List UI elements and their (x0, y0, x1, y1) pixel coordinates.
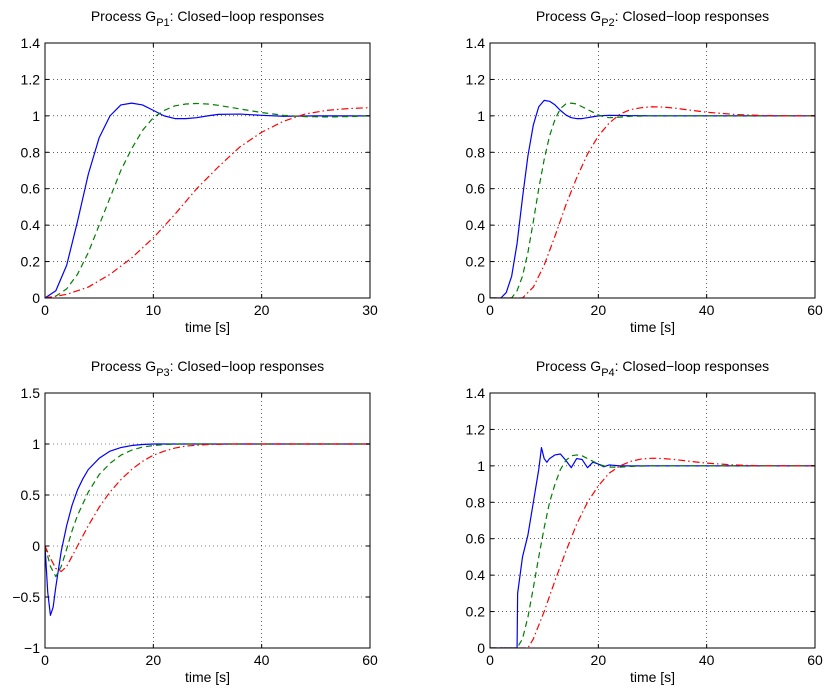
series-line-solid (490, 99, 815, 298)
chart-title: Process GP2: Closed−loop responses (536, 8, 769, 29)
x-tick-label: 20 (146, 652, 162, 668)
series-line-dashdot (490, 457, 815, 648)
y-tick-label: 1 (32, 436, 40, 452)
chart-title: Process GP1: Closed−loop responses (91, 8, 324, 29)
y-tick-label: 0 (32, 538, 40, 554)
x-axis-label: time [s] (630, 669, 675, 685)
y-tick-label: 0 (477, 640, 485, 656)
y-tick-label: 1.4 (466, 385, 486, 401)
plot-area (490, 43, 815, 298)
series-group (45, 102, 370, 298)
y-tick-label: 1 (477, 108, 485, 124)
y-tick-label: 0.4 (21, 217, 41, 233)
x-tick-label: 60 (807, 652, 823, 668)
x-tick-label: 10 (146, 302, 162, 318)
y-tick-label: 0.8 (466, 144, 486, 160)
series-line-dashed (490, 454, 815, 648)
plot-area (45, 393, 370, 648)
x-tick-label: 60 (807, 302, 823, 318)
y-tick-label: 0.8 (21, 144, 41, 160)
y-tick-label: 1.2 (466, 421, 486, 437)
y-tick-label: 0 (477, 290, 485, 306)
chart-title: Process GP4: Closed−loop responses (536, 358, 769, 379)
subplot-gp3: 0 20 40 60 −1 −0.5 0 0.5 1 1.5 time [s] Process GP3… (12, 358, 378, 685)
y-tick-label: 0.4 (466, 567, 486, 583)
series-group (45, 443, 370, 616)
x-tick-label: 0 (41, 302, 49, 318)
y-tick-label: 1.2 (21, 71, 41, 87)
x-tick-label: 20 (591, 652, 607, 668)
plot-area (490, 393, 815, 648)
x-tick-label: 40 (699, 302, 715, 318)
y-tick-label: 0.6 (466, 181, 486, 197)
x-axis-label: time [s] (630, 319, 675, 335)
y-tick-label: 1 (32, 108, 40, 124)
series-line-dashdot (490, 106, 815, 298)
y-tick-label: 0.2 (466, 254, 486, 270)
x-tick-label: 20 (591, 302, 607, 318)
plot-area (45, 43, 370, 298)
x-axis-label: time [s] (185, 669, 230, 685)
chart-title: Process GP3: Closed−loop responses (91, 358, 324, 379)
y-tick-label: −1 (24, 640, 40, 656)
series-line-dashed (45, 102, 370, 298)
series-line-dashdot (45, 443, 370, 573)
x-tick-label: 40 (699, 652, 715, 668)
y-tick-label: 0.8 (466, 494, 486, 510)
series-line-dashed (45, 443, 370, 578)
axes-box (489, 42, 816, 299)
x-tick-label: 40 (254, 652, 270, 668)
y-tick-label: 1.2 (466, 71, 486, 87)
series-group (490, 447, 815, 648)
subplot-gp1: 0 10 20 30 0 0.2 0.4 0.6 0.8 1 1.2 1.4 time [s] Proce… (21, 8, 378, 335)
subplot-gp2: 0 20 40 60 0 0.2 0.4 0.6 0.8 1 1.2 1.4 time [s] Proce… (466, 8, 823, 335)
y-tick-label: 0.6 (21, 181, 41, 197)
x-axis-label: time [s] (185, 319, 230, 335)
y-tick-label: 1.4 (466, 35, 486, 51)
series-line-dashdot (45, 107, 370, 298)
y-tick-label: 0 (32, 290, 40, 306)
series-group (490, 99, 815, 298)
series-line-solid (45, 102, 370, 298)
x-tick-label: 0 (486, 302, 494, 318)
y-tick-label: 0.5 (21, 487, 41, 503)
y-tick-label: 0.4 (466, 217, 486, 233)
x-tick-label: 30 (362, 302, 378, 318)
y-tick-label: 1.4 (21, 35, 41, 51)
y-tick-label: 0.2 (21, 254, 41, 270)
axes-box (489, 392, 816, 649)
axes-box (44, 392, 371, 649)
x-tick-label: 0 (486, 652, 494, 668)
subplot-gp4: 0 20 40 60 0 0.2 0.4 0.6 0.8 1 1.2 1.4 time [s] Proce… (466, 358, 823, 685)
y-tick-label: 1 (477, 458, 485, 474)
y-tick-label: −0.5 (12, 589, 40, 605)
x-tick-label: 60 (362, 652, 378, 668)
x-tick-label: 0 (41, 652, 49, 668)
series-line-dashed (490, 102, 815, 298)
x-tick-label: 20 (254, 302, 270, 318)
axes-box (44, 42, 371, 299)
y-tick-label: 0.6 (466, 531, 486, 547)
y-tick-label: 1.5 (21, 385, 41, 401)
y-tick-label: 0.2 (466, 604, 486, 620)
